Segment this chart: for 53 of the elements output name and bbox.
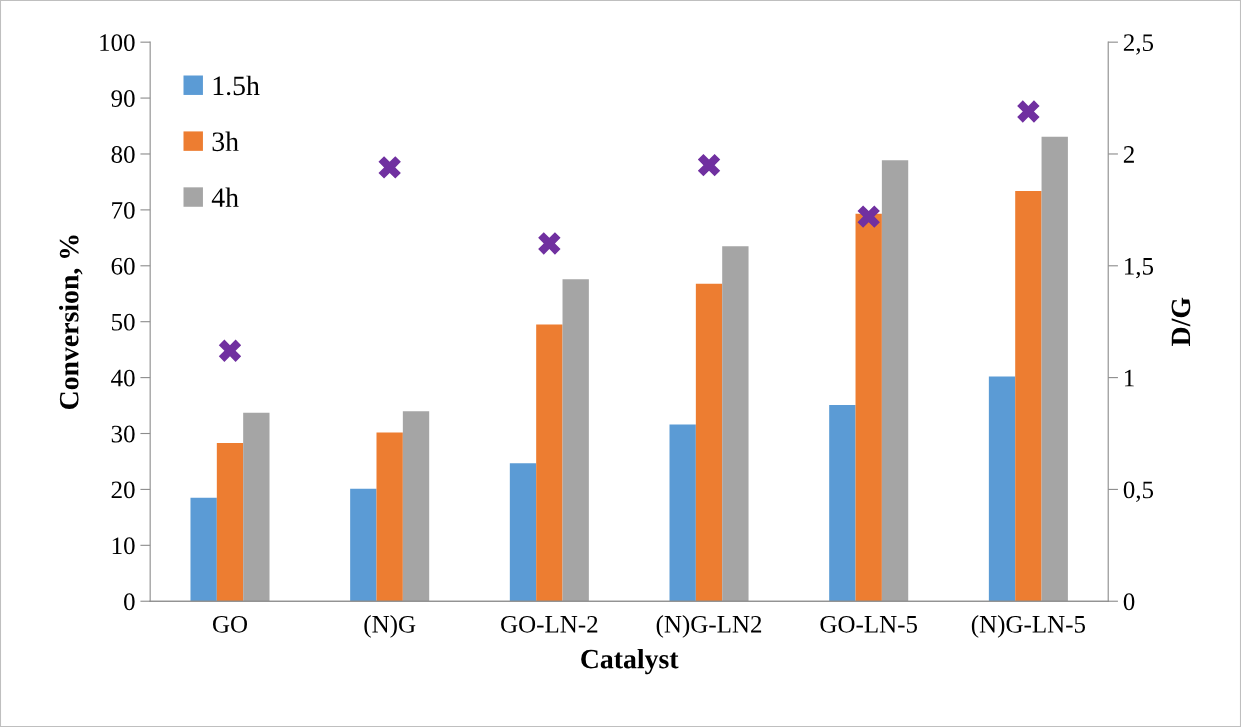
y-tick-label: 0	[124, 593, 135, 611]
point	[697, 153, 721, 177]
bar	[695, 283, 723, 602]
bar	[402, 411, 430, 602]
x-tick-label: GO	[212, 615, 248, 633]
x-tick-label: (N)G-LN2	[656, 615, 762, 638]
bar	[536, 324, 563, 602]
point	[857, 205, 880, 228]
x-tick-label: (N)G	[364, 615, 416, 638]
bar	[1041, 136, 1068, 602]
point	[538, 232, 561, 255]
y2-tick-label: 1,5	[1125, 257, 1154, 279]
y-tick-label: 20	[111, 481, 135, 499]
y2-tick-label: 2	[1123, 146, 1134, 163]
bar	[669, 424, 696, 602]
bar	[881, 160, 909, 602]
bar	[216, 443, 244, 602]
y-tick-label: 30	[111, 425, 135, 443]
x-tick-label: GO-LN-5	[820, 615, 918, 633]
bar	[855, 213, 882, 602]
y2-axis-title: D/G	[1171, 297, 1191, 346]
bar	[376, 432, 403, 602]
point	[378, 156, 401, 179]
bar	[988, 376, 1016, 602]
legend-label: 1.5h	[213, 75, 260, 96]
y-tick-label: 70	[112, 201, 135, 219]
legend-label: 3h	[212, 131, 239, 152]
y2-tick-label: 0,5	[1123, 481, 1154, 502]
bar	[350, 488, 377, 602]
point	[218, 339, 242, 362]
bar	[243, 412, 270, 602]
x-tick-label: GO-LN-2	[501, 615, 598, 633]
y2-tick-label: 2,5	[1123, 34, 1154, 55]
y-tick-label: 100	[100, 34, 135, 52]
y-tick-label: 60	[111, 257, 135, 275]
x-axis-title: Catalyst	[581, 648, 679, 675]
y-tick-label: 80	[111, 146, 135, 163]
y2-tick-label: 0	[1123, 593, 1135, 611]
bar	[1015, 190, 1042, 602]
bar	[722, 246, 749, 602]
y-tick-label: 40	[111, 369, 135, 387]
y2-tick-label: 1	[1125, 369, 1134, 387]
y-tick-label: 90	[111, 90, 135, 107]
y-tick-label: 10	[112, 537, 135, 555]
x-tick-label: (N)G-LN-5	[971, 615, 1086, 638]
bar	[562, 279, 589, 602]
bar	[190, 497, 217, 602]
point	[1017, 100, 1040, 123]
bar	[829, 405, 856, 602]
bar	[509, 463, 537, 602]
y-tick-label: 50	[112, 313, 135, 331]
y-axis-title: Conversion, %	[59, 235, 83, 410]
legend-label: 4h	[211, 187, 239, 207]
